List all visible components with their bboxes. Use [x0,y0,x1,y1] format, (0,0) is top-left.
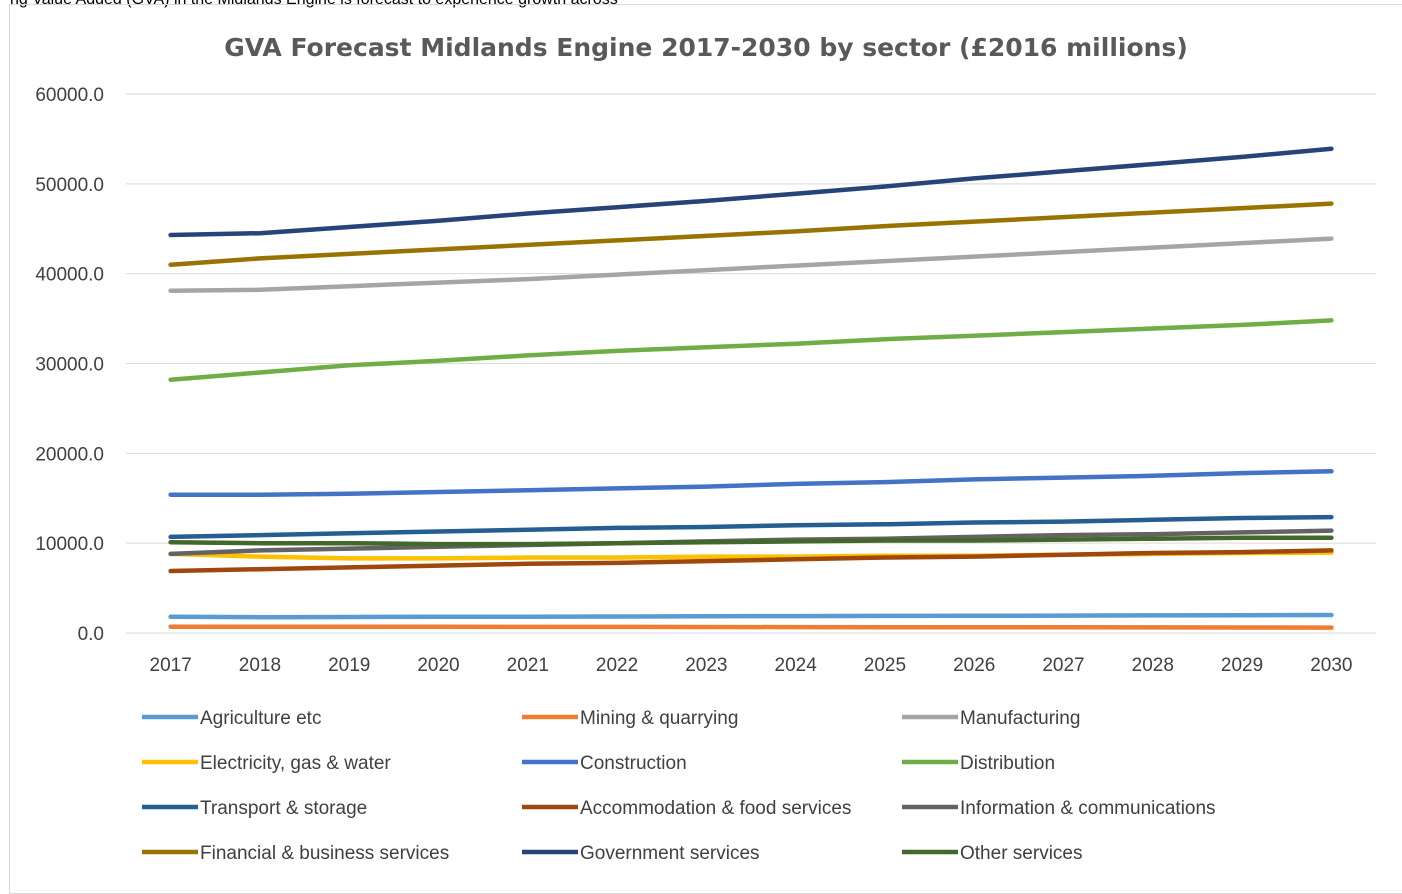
y-tick-label: 10000.0 [35,534,104,555]
legend-label: Government services [580,843,760,864]
y-tick-label: 0.0 [78,624,104,645]
x-tick-label: 2022 [596,655,638,676]
x-tick-label: 2017 [150,655,192,676]
series-line [168,146,1334,238]
y-tick-label: 20000.0 [35,444,104,465]
legend-item: Financial & business services [142,843,449,864]
y-tick-label: 40000.0 [35,265,104,286]
legend-label: Financial & business services [200,843,449,864]
x-tick-label: 2019 [328,655,370,676]
series-line [168,469,1334,497]
legend-item: Government services [522,843,760,864]
y-tick-label: 30000.0 [35,355,104,376]
legend-item: Electricity, gas & water [142,753,391,774]
x-tick-label: 2030 [1310,655,1352,676]
legend-label: Other services [960,843,1082,864]
series-line [168,624,1334,630]
legend-item: Agriculture etc [142,708,321,729]
legend-item: Distribution [902,753,1055,774]
legend-item: Other services [902,843,1082,864]
series-line [168,236,1334,293]
series-line [168,201,1334,267]
x-tick-label: 2018 [239,655,281,676]
legend-label: Agriculture etc [200,708,321,729]
legend-label: Mining & quarrying [580,708,738,729]
legend-label: Distribution [960,753,1055,774]
series-line [168,535,1334,547]
x-tick-label: 2023 [685,655,727,676]
x-tick-label: 2026 [953,655,995,676]
legend-label: Construction [580,753,687,774]
legend-item: Mining & quarrying [522,708,738,729]
legend-item: Information & communications [902,798,1216,819]
legend-item: Transport & storage [142,798,367,819]
x-tick-label: 2020 [417,655,459,676]
legend: Agriculture etc Mining & quarrying Manufac… [142,708,1216,864]
legend-label: Accommodation & food services [580,798,851,819]
y-tick-label: 50000.0 [35,175,104,196]
chart-title: GVA Forecast Midlands Engine 2017-2030 b… [224,33,1188,62]
legend-item: Construction [522,753,687,774]
y-axis-ticks: 0.0 10000.0 20000.0 30000.0 40000.0 50000.0 60… [35,85,104,645]
x-tick-label: 2029 [1221,655,1263,676]
x-axis-ticks: 2017 2018 2019 2020 2021 2022 2023 2024 2025 2026… [150,655,1353,676]
x-tick-label: 2025 [864,655,906,676]
series-line [168,318,1334,382]
legend-label: Information & communications [960,798,1216,819]
series-lines [168,146,1334,630]
x-tick-label: 2024 [775,655,818,676]
legend-item: Manufacturing [902,708,1080,729]
x-tick-label: 2021 [507,655,549,676]
series-line [168,514,1334,540]
legend-label: Electricity, gas & water [200,753,391,774]
series-line [168,548,1334,574]
legend-label: Transport & storage [200,798,367,819]
x-tick-label: 2028 [1132,655,1174,676]
legend-label: Manufacturing [960,708,1080,729]
series-line [168,612,1334,620]
legend-item: Accommodation & food services [522,798,851,819]
x-tick-label: 2027 [1042,655,1084,676]
y-tick-label: 60000.0 [35,85,104,106]
